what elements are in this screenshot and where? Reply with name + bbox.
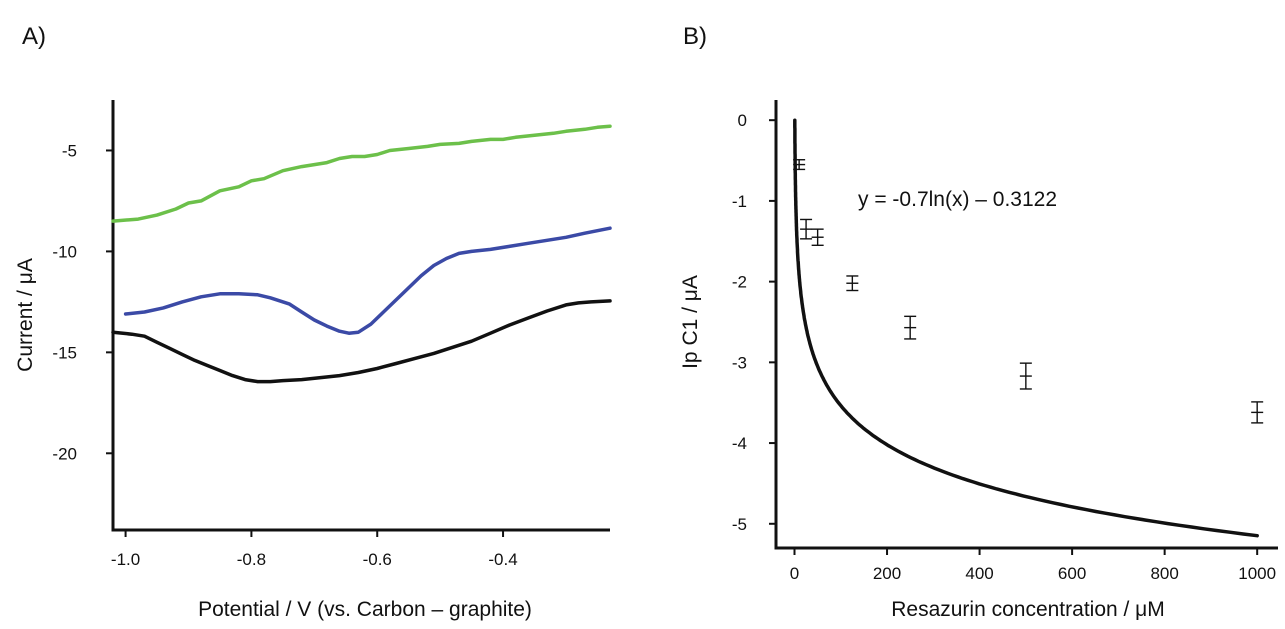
panel-a-x-tick-label: -1.0 [111,550,140,569]
panel-a-label: A) [22,23,46,50]
panel-b-data-point [811,228,824,246]
panel-b-x-tick-label: 0 [790,564,799,583]
panel-a-x-tick-label: -0.6 [363,550,392,569]
panel-b-x-tick-label: 600 [1058,564,1086,583]
panel-b-points [793,159,1264,424]
panel-a-x-tick-label: -0.4 [488,550,517,569]
panel-b-y-tick-label: -2 [732,273,747,292]
panel-b-y-ticks: 0 -1 -2 -3 -4 -5 [732,111,776,534]
panel-a-y-tick-label: -5 [62,141,77,160]
panel-b-data-point [1251,401,1264,424]
panel-a-x-axis-title: Potential / V (vs. Carbon – graphite) [198,598,532,621]
panel-b-x-tick-label: 800 [1150,564,1178,583]
panel-a: A) -1.0 -0.8 -0.6 -0.4 -5 -10 -15 -20 Potentia… [14,23,612,621]
panel-b-y-tick-label: -5 [732,515,747,534]
panel-a-y-axis-title: Current / μA [14,258,37,372]
panel-a-y-tick-label: -10 [52,242,77,261]
panel-a-y-tick-label: -20 [52,444,77,463]
panel-b-x-tick-label: 200 [873,564,901,583]
panel-a-x-tick-label: -0.8 [237,550,266,569]
panel-b-fit-curve [793,118,1259,538]
panel-a-series-line-3 [111,299,612,384]
panel-b-x-ticks: 0 200 400 600 800 1000 [790,548,1276,583]
panel-b-data-point [904,315,917,340]
panel-a-series [111,124,612,384]
panel-a-series-line-2 [123,226,612,335]
panel-b-label: B) [683,23,707,50]
panel-b-y-tick-label: 0 [738,111,747,130]
panel-b-equation: y = -0.7ln(x) – 0.3122 [858,188,1057,211]
panel-b-data-point [793,159,806,171]
panel-a-series-line-1 [111,124,612,223]
panel-b-x-axis-title: Resazurin concentration / μM [891,598,1165,621]
panel-b-y-tick-label: -1 [732,192,747,211]
panel-a-x-ticks: -1.0 -0.8 -0.6 -0.4 [111,530,518,569]
panel-b-y-axis-title: Ip C1 / μA [679,275,702,369]
panel-b-y-tick-label: -4 [732,434,747,453]
panel-a-y-tick-label: -15 [52,343,77,362]
panel-b-data-point [800,218,813,240]
panel-b-x-tick-label: 1000 [1238,564,1276,583]
panel-b-fit [793,118,1259,538]
panel-b-y-tick-label: -3 [732,353,747,372]
panel-b: B) 0 200 400 600 800 1000 0 -1 -2 -3 -4 -5 y = -0.… [679,23,1278,621]
panel-b-x-tick-label: 400 [965,564,993,583]
panel-b-data-point [1019,362,1032,390]
panel-a-y-ticks: -5 -10 -15 -20 [52,141,113,463]
panel-b-data-point [846,275,859,292]
